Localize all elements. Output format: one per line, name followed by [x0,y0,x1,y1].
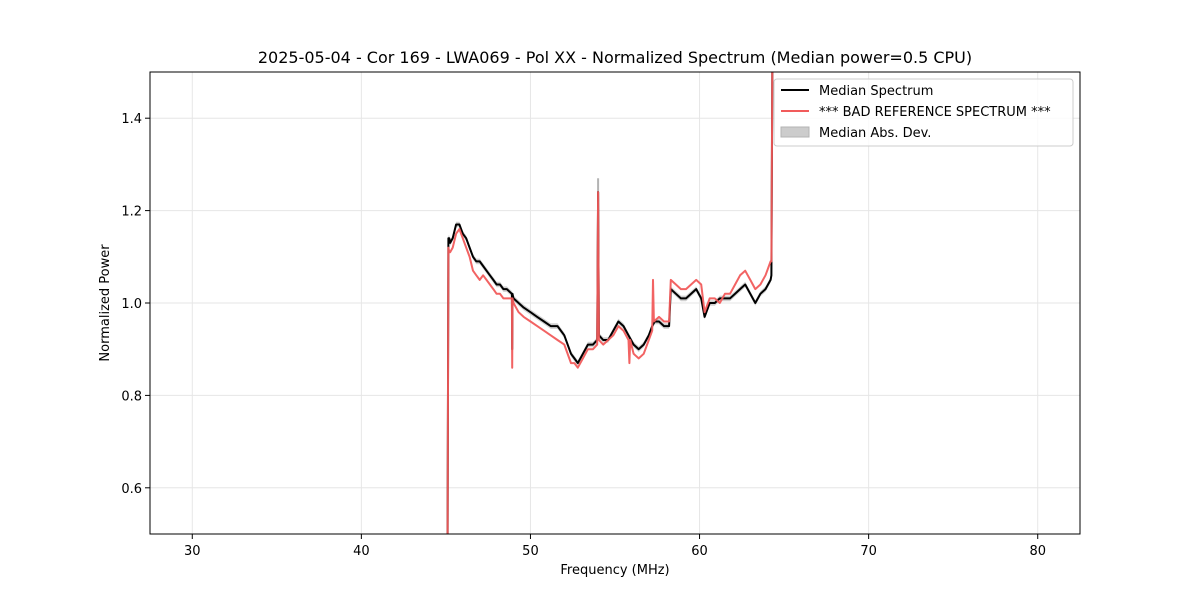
y-tick-label: 0.6 [121,482,142,497]
y-tick-label: 0.8 [121,389,142,404]
legend-label-median: Median Spectrum [819,84,933,99]
y-tick-label: 1.4 [121,112,142,127]
x-tick-label: 70 [860,544,877,559]
series-layer [446,72,774,534]
y-tick-label: 1.0 [121,297,142,312]
series-line-bad-reference-spectrum [446,72,774,534]
legend-label-reference: *** BAD REFERENCE SPECTRUM *** [819,105,1051,120]
y-axis-ticks: 0.6 0.8 1.0 1.2 1.4 [121,112,150,497]
x-axis-label: Frequency (MHz) [560,563,669,578]
x-axis-ticks: 30 40 50 60 70 80 [184,534,1046,559]
y-tick-label: 1.2 [121,205,142,220]
x-tick-label: 50 [522,544,539,559]
x-tick-label: 30 [184,544,201,559]
legend-swatch-mad [780,126,810,138]
legend-label-mad: Median Abs. Dev. [819,126,931,141]
legend: Median Spectrum *** BAD REFERENCE SPECTR… [773,78,1074,147]
x-tick-label: 40 [353,544,370,559]
x-tick-label: 80 [1029,544,1046,559]
y-axis-label: Normalized Power [98,244,113,362]
chart-title: 2025-05-04 - Cor 169 - LWA069 - Pol XX -… [258,48,972,67]
x-tick-label: 60 [691,544,708,559]
legend-box [773,78,1074,147]
